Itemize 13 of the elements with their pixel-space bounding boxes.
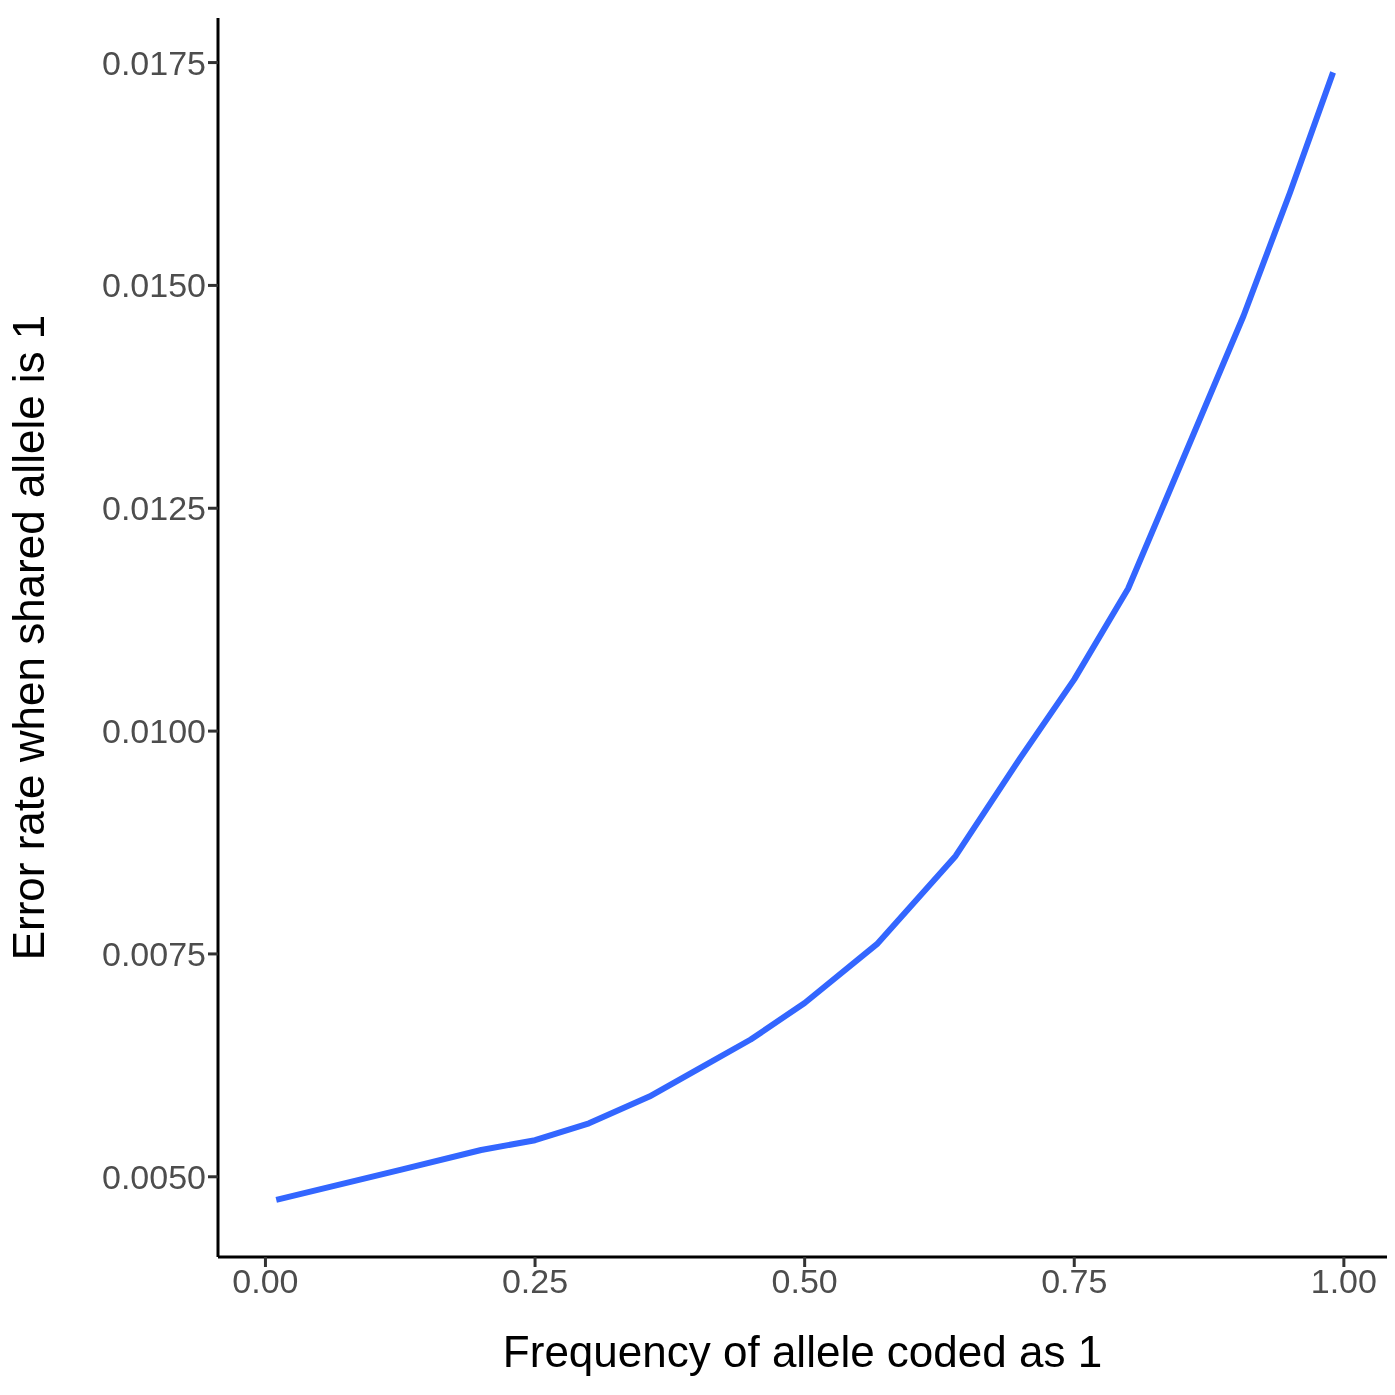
x-tick-label: 0.25: [501, 1262, 569, 1301]
x-tick-label: 0.75: [1041, 1262, 1108, 1301]
x-tick-label: 0.50: [771, 1262, 838, 1301]
y-tick-label: 0.0050: [102, 1157, 206, 1196]
y-tick-label: 0.0100: [102, 712, 206, 751]
y-tick-label: 0.0075: [102, 935, 206, 974]
x-tick-label: 1.00: [1310, 1262, 1377, 1301]
y-tick-label: 0.0125: [102, 489, 206, 528]
x-tick-label: 0.00: [232, 1262, 299, 1301]
x-axis-title: Frequency of allele coded as 1: [502, 1327, 1103, 1376]
y-axis-title: Error rate when shared allele is 1: [3, 314, 53, 961]
y-tick-label: 0.0175: [102, 43, 206, 82]
y-tick-label: 0.0150: [102, 266, 206, 305]
